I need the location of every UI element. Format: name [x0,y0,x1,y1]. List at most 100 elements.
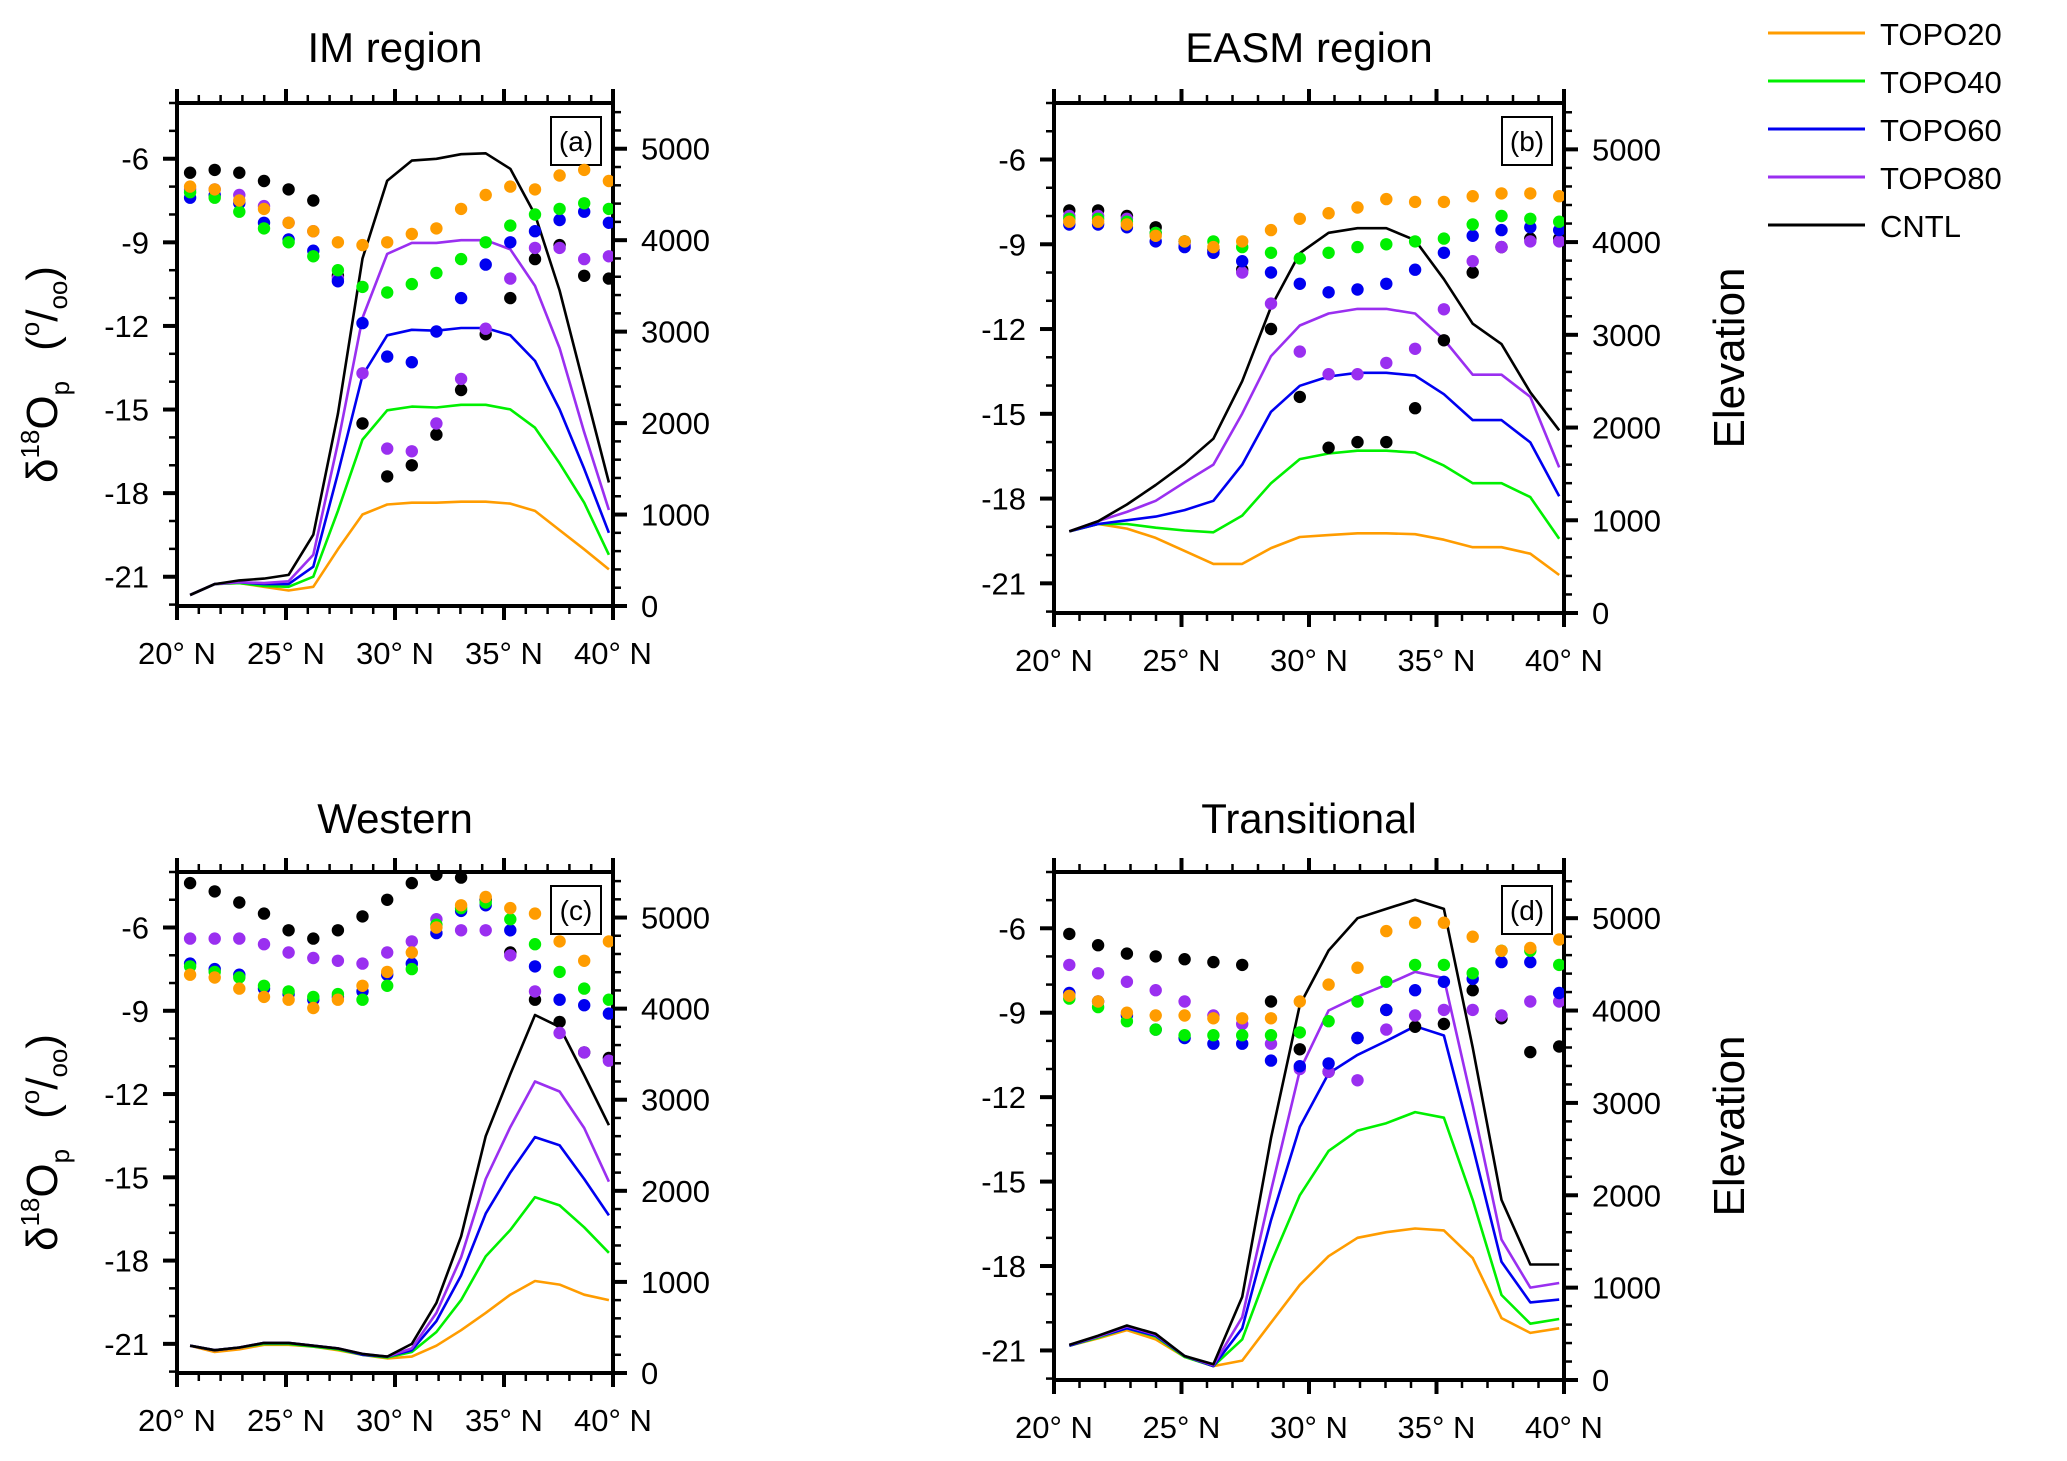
dot-topo60 [1495,223,1508,237]
dot-topo80 [405,935,418,948]
x-tick-label: 35° N [1398,643,1476,678]
dot-topo80 [381,946,394,959]
dot-topo60 [405,356,418,369]
x-tick-label: 20° N [1015,643,1093,678]
y-left-tick-label: -18 [981,1249,1026,1284]
dot-topo80 [1091,967,1105,980]
dot-cntl [1264,322,1278,336]
panel-d: Transitional 20° N 25° N 30° N 35° N 40° N -21… [981,795,1754,1445]
dot-topo80 [430,417,443,430]
legend-label: TOPO20 [1880,17,2002,52]
dot-topo60 [1351,1031,1364,1045]
y-left-tick-label: -9 [121,225,149,260]
dot-topo20 [1351,201,1364,214]
x-tick-label: 35° N [465,1403,543,1438]
y-left-tick-label: -12 [981,1080,1026,1115]
elevation-line-topo40 [1068,449,1561,540]
dot-topo40 [1437,958,1451,972]
dot-cntl [1293,390,1307,404]
dot-topo80 [553,1026,566,1040]
y-left-label-part: O [18,395,67,429]
dot-topo20 [1236,235,1249,248]
dot-topo80 [1293,345,1307,358]
y-left-axis-label: δ18Op (o/oo) [15,266,75,483]
dot-topo40 [381,979,394,992]
dot-topo20 [1495,187,1508,200]
dot-topo40 [257,222,271,235]
elevation-line-topo20 [1068,1227,1560,1368]
y-left-tick-label: -21 [104,1327,149,1362]
dot-cntl [1149,950,1162,963]
dot-topo40 [1495,209,1508,223]
dot-cntl [553,1015,566,1029]
dot-cntl [1408,1020,1422,1033]
elevation-line-cntl [1068,226,1561,533]
dot-topo20 [1207,1012,1220,1025]
elevation-line-cntl [189,152,611,597]
dot-topo60 [1322,1057,1335,1070]
panel-tag-box [550,116,602,166]
y-left-label-part: / [18,1077,67,1090]
dot-topo40 [282,236,295,249]
dot-cntl [1063,927,1076,941]
y-right-tick-label: 5000 [1592,132,1661,167]
dot-topo80 [1380,1023,1393,1036]
dot-topo80 [282,946,295,959]
dot-topo20 [553,935,566,948]
dot-topo60 [504,236,517,249]
elevation-line-topo40 [1068,1110,1560,1368]
dot-topo60 [479,258,492,271]
dot-cntl [430,428,443,441]
dot-cntl [1236,958,1249,972]
dot-topo40 [1553,215,1564,228]
dot-topo80 [183,932,197,945]
dot-topo40 [1524,212,1537,225]
dot-topo80 [331,954,345,967]
dot-topo60 [1207,1037,1220,1050]
dot-topo20 [553,169,566,182]
dot-topo80 [208,932,221,945]
dot-topo20 [282,216,295,229]
panel-tag: (c) [550,885,602,935]
dot-topo20 [578,954,591,967]
dot-topo60 [1437,246,1451,259]
dots-topo20 [1063,187,1564,254]
dots-topo80 [183,183,613,458]
dots-cntl [1063,927,1564,1079]
dot-topo20 [1091,995,1105,1008]
figure-legend: TOPO20 TOPO40 TOPO60 TOPO80 CNTL [1768,17,2002,244]
dot-topo20 [479,188,492,202]
y-left-label-part: / [18,309,67,322]
x-tick-label: 20° N [138,1403,216,1438]
dot-topo20 [1293,995,1307,1008]
panels: IM region 20° N 25° N 30° N 35° N 40° N -21 -18… [15,24,1754,1445]
y-right-tick-label: 1000 [1592,1271,1661,1306]
dot-cntl [1293,1043,1307,1056]
y-right-tick-label: 5000 [641,132,710,167]
dot-topo40 [1322,246,1335,259]
dot-cntl [356,417,369,430]
dot-cntl [602,272,613,285]
x-tick-label: 25° N [1143,643,1221,678]
dot-topo80 [578,1046,591,1059]
dot-topo60 [1466,229,1479,242]
y-right-tick-label: 3000 [641,1083,710,1118]
dot-cntl [282,924,295,937]
dot-cntl [381,470,394,483]
dot-topo60 [1553,986,1564,1000]
dot-topo60 [1236,255,1249,268]
dot-topo80 [553,241,566,255]
y-right-tick-label: 4000 [1592,225,1661,260]
dot-topo20 [233,982,246,995]
dot-topo40 [578,982,591,995]
dot-topo20 [1380,924,1393,938]
dot-topo80 [1553,235,1564,248]
dot-topo40 [1149,1023,1162,1036]
y-left-tick-label: -12 [104,1077,149,1112]
dot-topo20 [504,180,517,193]
dot-topo80 [1524,995,1537,1008]
y-left-label-part: p [45,381,75,395]
dot-topo40 [331,264,345,277]
y-left-tick-label: -15 [981,397,1026,432]
dot-topo20 [356,979,369,992]
